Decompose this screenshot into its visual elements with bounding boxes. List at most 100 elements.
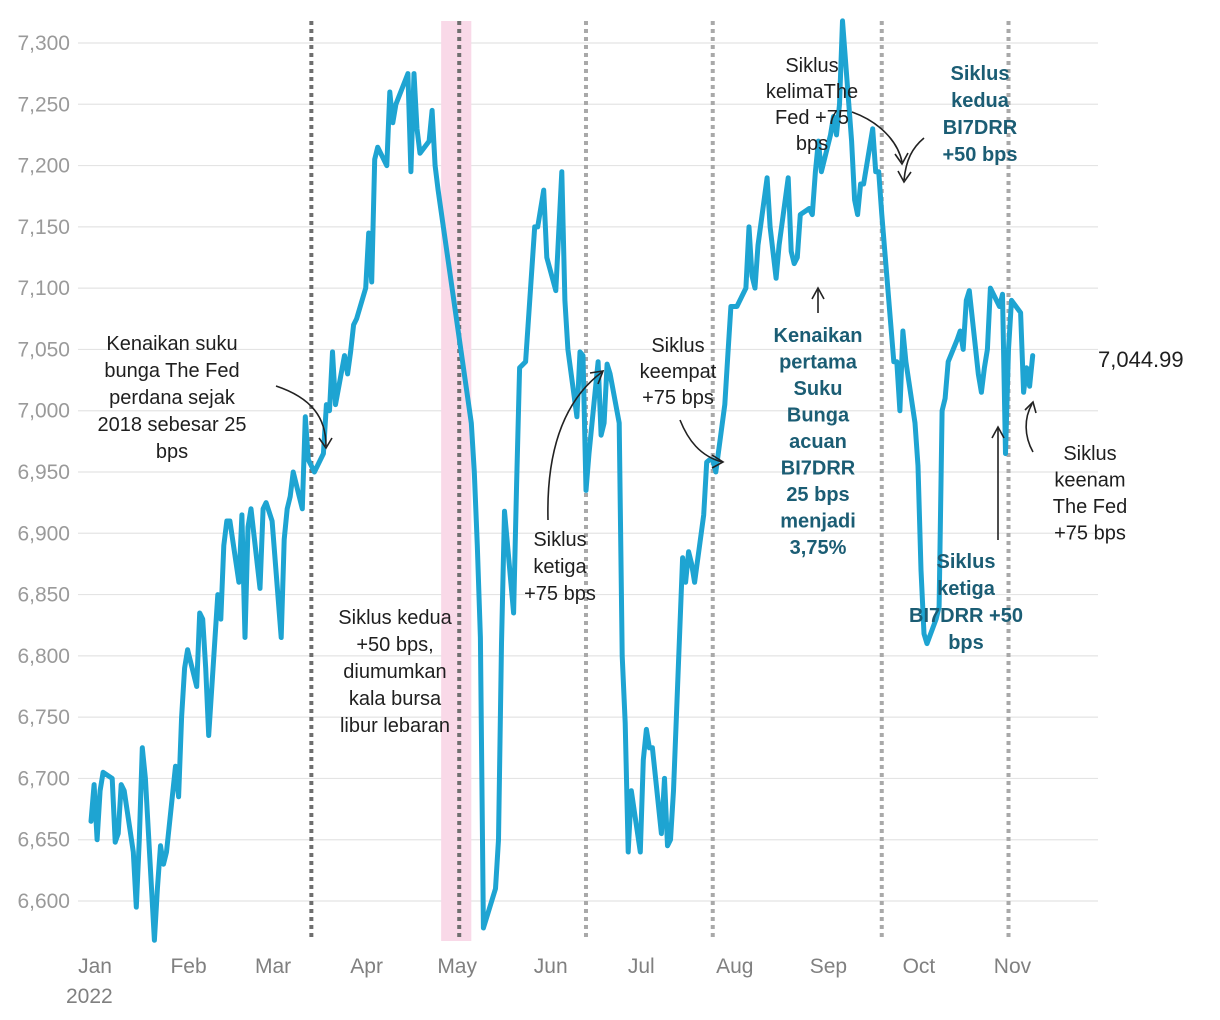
annotation-line: 2018 sebesar 25 bbox=[97, 414, 246, 436]
annotation-line: keenam bbox=[1054, 470, 1125, 492]
x-tick-label: Sep bbox=[810, 955, 847, 978]
annotation-line: Siklus kedua bbox=[338, 607, 452, 629]
annotation-line: acuan bbox=[789, 431, 847, 453]
y-tick-label: 6,800 bbox=[17, 645, 70, 668]
annotation-line: 25 bps bbox=[786, 484, 849, 506]
annotation-line: keempat bbox=[640, 361, 717, 383]
y-tick-label: 6,900 bbox=[17, 522, 70, 545]
annotation-line: Siklus bbox=[951, 63, 1010, 85]
arrow-fed6 bbox=[1025, 403, 1034, 453]
y-tick-label: 7,150 bbox=[17, 216, 70, 239]
y-tick-label: 6,600 bbox=[17, 890, 70, 913]
x-tick-label: Nov bbox=[994, 955, 1032, 978]
x-year-label: 2022 bbox=[66, 985, 113, 1008]
x-tick-label: Feb bbox=[170, 955, 206, 978]
annotation-line: Fed +75 bbox=[775, 107, 849, 129]
y-tick-label: 6,650 bbox=[17, 829, 70, 852]
annotation-line: bunga The Fed bbox=[104, 360, 239, 382]
shaded-holiday-band bbox=[441, 21, 472, 941]
annotation-fed4: Siklus keempat +75 bps bbox=[640, 335, 717, 409]
annotation-line: Siklus bbox=[1063, 443, 1116, 465]
series-line-path bbox=[88, 18, 1036, 943]
y-tick-label: 7,250 bbox=[17, 93, 70, 116]
arrow-bi2-head bbox=[897, 170, 912, 184]
y-tick-label: 6,850 bbox=[17, 584, 70, 607]
annotation-line: kala bursa bbox=[349, 688, 442, 710]
x-tick-label: Oct bbox=[903, 955, 936, 978]
annotation-line: bps bbox=[796, 133, 828, 155]
annotation-fed5: Siklus kelimaThe Fed +75 bps bbox=[766, 55, 858, 155]
annotation-line: Kenaikan bbox=[774, 325, 863, 347]
y-tick-label: 7,050 bbox=[17, 338, 70, 361]
annotation-line: BI7DRR bbox=[943, 117, 1018, 139]
annotation-bi3: Siklus ketiga BI7DRR +50 bps bbox=[909, 551, 1023, 654]
annotation-line: BI7DRR bbox=[781, 458, 856, 480]
event-lines bbox=[309, 21, 1011, 941]
arrow-bi2 bbox=[903, 137, 925, 181]
annotation-line: Siklus bbox=[533, 529, 586, 551]
x-tick-label: Jul bbox=[628, 955, 655, 978]
arrow-fed5-head bbox=[894, 152, 909, 166]
x-tick-label: Mar bbox=[255, 955, 291, 978]
annotation-line: libur lebaran bbox=[340, 715, 450, 737]
annotation-line: Siklus bbox=[651, 335, 704, 357]
annotation-line: pertama bbox=[779, 352, 858, 374]
annotation-line: The Fed bbox=[1053, 496, 1127, 518]
arrow-bi3-head bbox=[991, 425, 1005, 439]
annotation-line: ketiga bbox=[937, 578, 996, 600]
x-tick-label: May bbox=[437, 955, 477, 978]
annotation-line: +75 bps bbox=[524, 583, 596, 605]
annotation-line: Siklus bbox=[937, 551, 996, 573]
y-tick-label: 6,750 bbox=[17, 706, 70, 729]
annotation-line: perdana sejak bbox=[109, 387, 236, 409]
annotations: Kenaikan suku bunga The Fed perdana sejak 2… bbox=[97, 55, 1127, 737]
annotation-line: kelimaThe bbox=[766, 81, 858, 103]
shaded-period bbox=[441, 21, 472, 941]
y-tick-label: 7,100 bbox=[17, 277, 70, 300]
annotation-line: menjadi bbox=[780, 511, 856, 533]
annotation-line: diumumkan bbox=[343, 661, 446, 683]
y-tick-label: 7,200 bbox=[17, 155, 70, 178]
annotation-line: 3,75% bbox=[790, 537, 847, 559]
x-tick-label: Jun bbox=[534, 955, 568, 978]
arrow-fed6-head bbox=[1024, 400, 1037, 414]
annotation-line: Siklus bbox=[785, 55, 838, 77]
annotation-line: +75 bps bbox=[642, 387, 714, 409]
arrow-fed1-head bbox=[318, 437, 333, 450]
y-tick-label: 6,950 bbox=[17, 461, 70, 484]
annotation-line: Suku bbox=[794, 378, 843, 400]
x-axis-ticks: 2022 Jan Feb Mar Apr May Jun Jul Aug Sep Oct Nov bbox=[66, 955, 1032, 1008]
end-value-label: 7,044.99 bbox=[1098, 347, 1184, 372]
y-tick-label: 7,000 bbox=[17, 400, 70, 423]
x-tick-label: Jan bbox=[78, 955, 112, 978]
x-tick-label: Apr bbox=[350, 955, 383, 978]
arrow-fed5 bbox=[851, 111, 903, 163]
arrow-fed3 bbox=[547, 371, 603, 521]
arrow-fed3-head bbox=[589, 369, 605, 385]
y-axis-ticks: 6,600 6,650 6,700 6,750 6,800 6,850 6,900 6,950… bbox=[17, 32, 70, 913]
annotation-bi2: Siklus kedua BI7DRR +50 bps bbox=[942, 63, 1017, 166]
annotation-bi1: Kenaikan pertama Suku Bunga acuan BI7DRR 25 bp… bbox=[774, 325, 863, 559]
annotation-fed1: Kenaikan suku bunga The Fed perdana sejak 2… bbox=[97, 333, 246, 463]
annotation-line: Kenaikan suku bbox=[106, 333, 237, 355]
annotation-line: Bunga bbox=[787, 405, 850, 427]
arrow-fed4-head bbox=[711, 454, 725, 469]
annotation-line: +75 bps bbox=[1054, 523, 1126, 545]
annotation-line: BI7DRR +50 bbox=[909, 605, 1023, 627]
arrow-fed4 bbox=[679, 419, 723, 463]
y-tick-label: 7,300 bbox=[17, 32, 70, 55]
annotation-line: bps bbox=[948, 632, 984, 654]
annotation-arrows bbox=[275, 111, 1037, 540]
y-tick-label: 6,700 bbox=[17, 767, 70, 790]
x-tick-label: Aug bbox=[716, 955, 753, 978]
annotation-line: +50 bps, bbox=[356, 634, 433, 656]
annotation-line: bps bbox=[156, 441, 188, 463]
annotation-line: +50 bps bbox=[942, 144, 1017, 166]
series-line bbox=[88, 18, 1036, 943]
annotation-fed6: Siklus keenam The Fed +75 bps bbox=[1053, 443, 1127, 545]
annotation-line: kedua bbox=[951, 90, 1010, 112]
annotation-fed3: Siklus ketiga +75 bps bbox=[524, 529, 596, 605]
annotation-line: ketiga bbox=[533, 556, 587, 578]
arrow-bi1-head bbox=[811, 286, 825, 300]
